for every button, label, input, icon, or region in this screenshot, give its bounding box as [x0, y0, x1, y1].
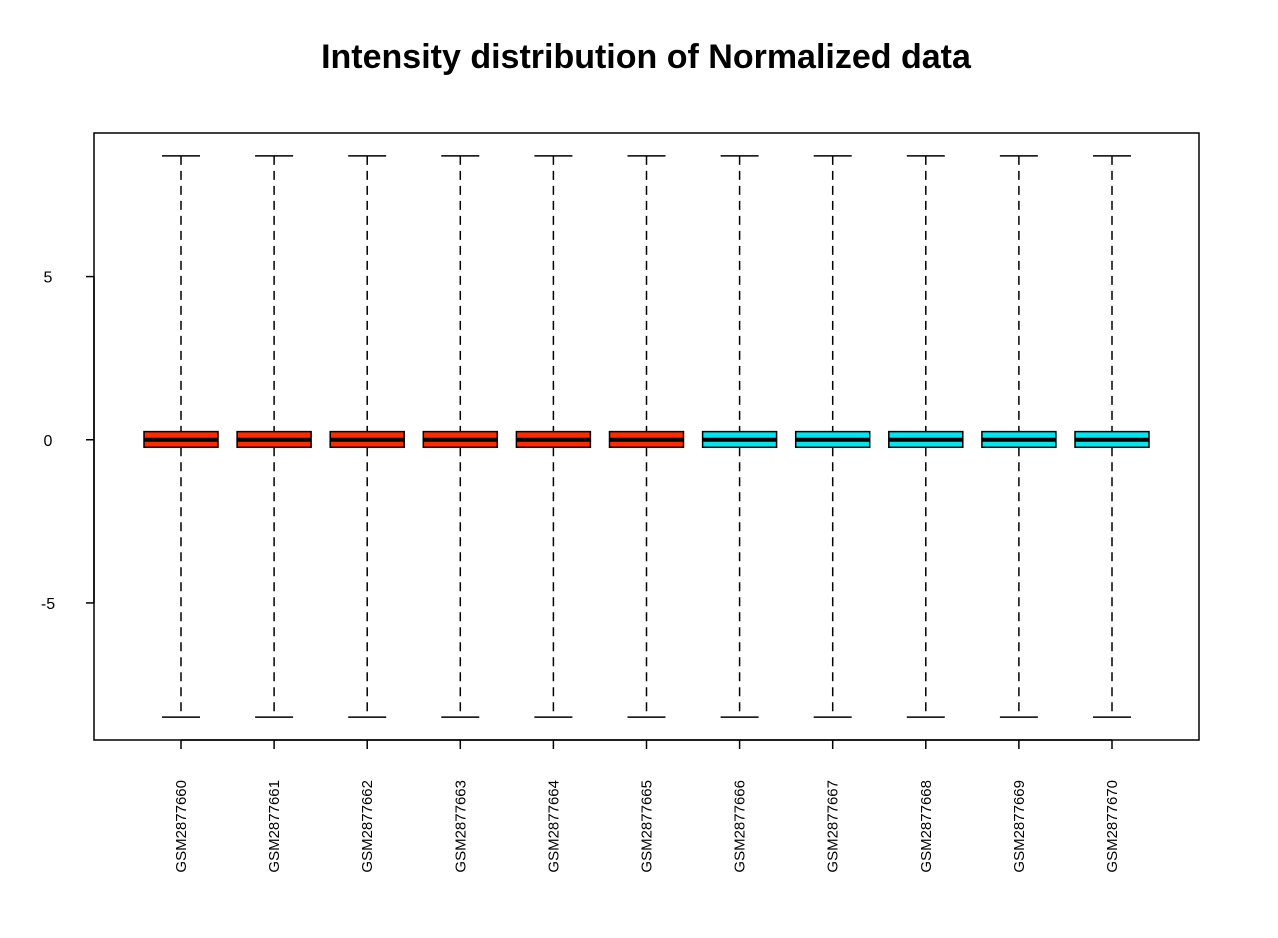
chart-title: Intensity distribution of Normalized dat… — [321, 38, 972, 76]
box-GSM2877660 — [143, 155, 219, 718]
x-tick-label: GSM2877669 — [1011, 780, 1028, 873]
x-tick-label: GSM2877666 — [732, 780, 749, 873]
x-tick-label: GSM2877662 — [359, 780, 376, 873]
y-tick-label: 5 — [44, 270, 53, 287]
box-GSM2877664 — [515, 155, 592, 718]
x-tick-label: GSM2877663 — [452, 780, 469, 873]
x-tick-label: GSM2877667 — [825, 780, 842, 873]
box-GSM2877663 — [422, 155, 499, 718]
box-GSM2877669 — [981, 155, 1057, 718]
box-GSM2877667 — [794, 155, 871, 718]
box-GSM2877670 — [1074, 155, 1150, 718]
x-tick-label: GSM2877668 — [918, 780, 935, 873]
x-tick-label: GSM2877664 — [545, 780, 562, 873]
y-tick-label: 0 — [44, 433, 53, 450]
y-axis: -5 0 5 — [41, 270, 95, 613]
boxes-group — [143, 155, 1150, 718]
x-tick-label: GSM2877665 — [639, 780, 656, 873]
x-tick-label: GSM2877670 — [1104, 780, 1121, 873]
x-tick-label: GSM2877661 — [266, 780, 283, 873]
x-tick-label: GSM2877660 — [173, 780, 190, 873]
x-axis: GSM2877660 GSM2877661 GSM2877662 GSM2877663… — [173, 739, 1121, 873]
box-GSM2877668 — [888, 155, 964, 718]
box-GSM2877661 — [236, 155, 312, 718]
box-GSM2877665 — [608, 155, 685, 718]
y-tick-label: -5 — [41, 596, 55, 613]
box-GSM2877662 — [329, 155, 405, 718]
box-GSM2877666 — [701, 155, 778, 718]
